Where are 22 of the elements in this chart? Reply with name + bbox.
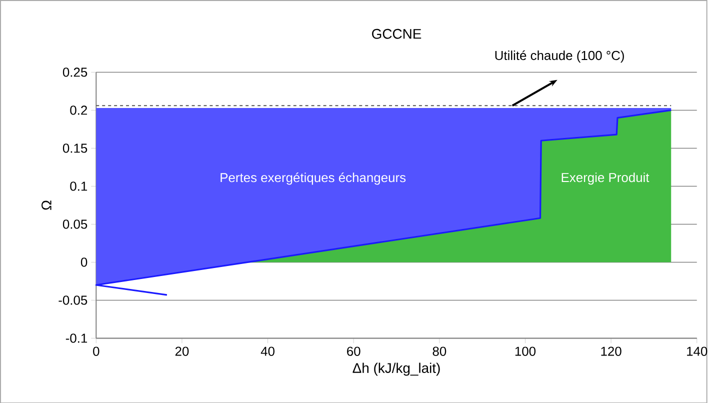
y-tick-label: 0.15: [62, 143, 88, 153]
x-axis-title: Δh (kJ/kg_lait): [352, 362, 440, 376]
y-tick-label: 0.2: [70, 105, 87, 115]
annotation: Exergie Produit: [562, 172, 650, 184]
y-tick-label: 0.05: [62, 219, 88, 229]
chart-title: GCCNE: [372, 28, 422, 39]
x-tick-label: 20: [175, 346, 189, 356]
x-tick-label: 40: [260, 346, 274, 356]
y-axis-title: Ω: [42, 200, 52, 210]
x-tick-label: 0: [93, 346, 100, 356]
x-tick-label: 100: [515, 346, 536, 356]
annotation: Pertes exergétiques échangeurs: [220, 172, 406, 184]
x-tick-label: 120: [601, 346, 622, 356]
y-tick-label: 0.25: [62, 67, 88, 77]
text: Utilité chaude (100 °C): [495, 50, 624, 62]
x-tick-label: 60: [347, 346, 360, 356]
y-tick-label: 0.1: [70, 181, 88, 191]
y-tick-label: 0: [80, 257, 88, 267]
x-tick-label: 140: [687, 346, 708, 356]
y-tick-label: -0.1: [66, 333, 88, 343]
x-tick-label: 80: [432, 346, 446, 356]
y-tick-label: -0.05: [58, 295, 88, 305]
